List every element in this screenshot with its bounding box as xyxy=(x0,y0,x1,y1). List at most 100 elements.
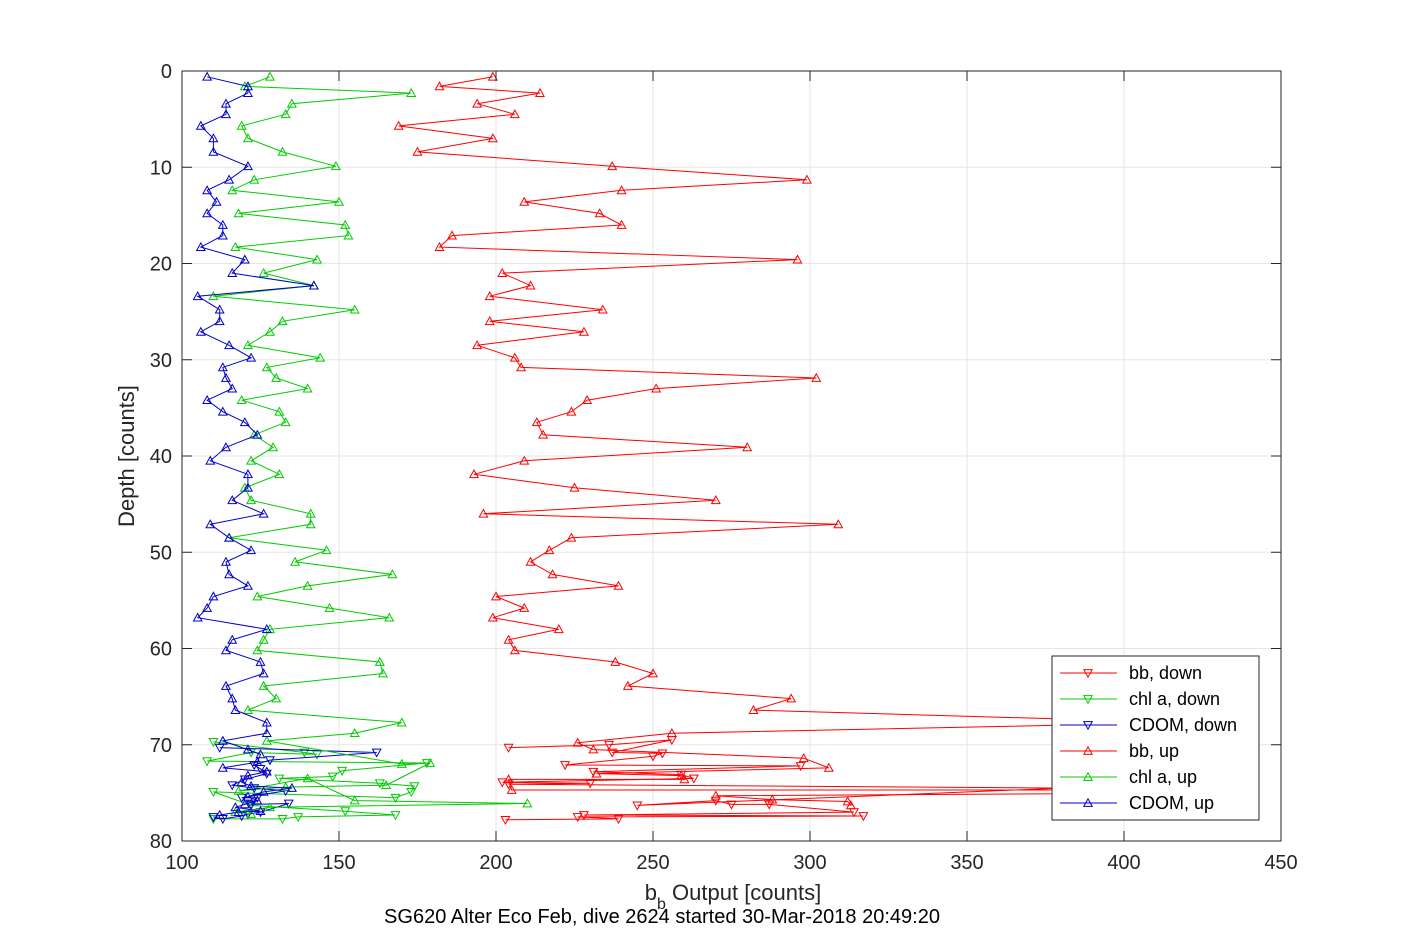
data-point-cdom-up xyxy=(208,591,219,601)
data-point-chl-a-up xyxy=(236,120,247,130)
data-point-bb-up xyxy=(434,81,445,91)
data-point-chl-a-up xyxy=(374,656,385,666)
data-point-bb-up xyxy=(544,545,555,555)
data-point-cdom-down xyxy=(283,799,294,809)
data-point-cdom-up xyxy=(217,406,228,416)
data-point-bb-up xyxy=(607,161,618,171)
data-point-bb-down xyxy=(500,815,511,826)
data-point-chl-a-up xyxy=(315,352,326,362)
data-point-chl-a-up xyxy=(522,798,533,808)
data-point-cdom-up xyxy=(258,668,269,678)
data-point-cdom-up xyxy=(217,735,228,745)
data-point-chl-a-up xyxy=(271,693,282,703)
data-point-bb-up xyxy=(833,519,844,529)
data-point-bb-up xyxy=(538,429,549,439)
data-point-cdom-up xyxy=(202,185,213,195)
data-point-cdom-up xyxy=(242,482,253,492)
data-point-bb-up xyxy=(478,508,489,518)
data-point-bb-up xyxy=(651,383,662,393)
data-point-cdom-up xyxy=(255,805,266,816)
data-point-chl-a-up xyxy=(242,133,253,143)
data-point-chl-a-up xyxy=(274,406,285,416)
data-point-bb-down xyxy=(710,796,721,806)
data-point-cdom-up xyxy=(242,87,253,97)
data-point-cdom-up xyxy=(239,254,250,264)
series-bb-down xyxy=(497,736,1067,826)
data-point-chl-a-up xyxy=(377,668,389,678)
data-point-cdom-up xyxy=(261,624,272,634)
data-point-chl-a-up xyxy=(349,304,360,314)
data-point-cdom-up xyxy=(224,532,235,542)
data-point-bb-up xyxy=(613,580,624,590)
data-point-bb-down xyxy=(560,761,571,771)
data-point-bb-up xyxy=(566,532,577,542)
data-point-bb-up xyxy=(525,556,536,566)
data-point-bb-up xyxy=(597,304,608,314)
data-point-cdom-up xyxy=(195,326,206,336)
data-point-bb-up xyxy=(534,87,546,97)
data-point-bb-up xyxy=(710,495,721,505)
x-tick-label: 300 xyxy=(793,852,826,874)
data-point-chl-a-up xyxy=(384,612,395,622)
data-point-bb-up xyxy=(490,591,502,601)
data-point-chl-a-down xyxy=(293,813,304,823)
data-point-chl-a-up xyxy=(261,735,272,745)
data-point-cdom-up xyxy=(242,770,253,780)
data-point-cdom-up xyxy=(242,580,253,590)
data-point-chl-a-up xyxy=(274,469,285,479)
data-point-bb-up xyxy=(569,482,580,492)
data-point-cdom-up xyxy=(220,109,232,119)
data-point-bb-up xyxy=(622,680,633,690)
data-point-chl-a-up xyxy=(233,785,244,795)
data-point-bb-down xyxy=(603,740,615,750)
data-point-bb-up xyxy=(509,109,520,119)
data-point-bb-up xyxy=(547,569,558,579)
legend-marker-cdom-up xyxy=(1082,797,1094,807)
data-point-chl-a-up xyxy=(396,758,407,768)
x-tick-label: 150 xyxy=(322,852,355,874)
data-point-cdom-up xyxy=(227,693,238,703)
data-point-chl-a-up xyxy=(249,174,260,184)
data-point-bb-up xyxy=(679,774,690,784)
data-point-cdom-up xyxy=(227,383,238,393)
data-point-bb-down xyxy=(657,749,668,759)
data-point-chl-a-up xyxy=(264,802,275,812)
data-point-cdom-up xyxy=(230,704,241,714)
data-point-cdom-up xyxy=(202,602,213,612)
data-point-chl-a-up xyxy=(261,362,272,372)
data-point-cdom-down xyxy=(261,769,272,779)
y-tick-label: 20 xyxy=(150,254,172,276)
data-point-chl-a-up xyxy=(425,757,436,767)
x-axis-label-subscript: b xyxy=(657,896,666,913)
data-point-bb-down xyxy=(795,762,806,772)
data-point-cdom-down xyxy=(371,748,382,758)
legend-label-cdom-down: CDOM, down xyxy=(1129,715,1237,735)
data-point-bb-up xyxy=(503,634,514,644)
data-point-bb-up xyxy=(516,362,527,372)
data-point-cdom-up xyxy=(220,680,232,690)
data-point-chl-a-up xyxy=(280,109,291,119)
data-point-cdom-up xyxy=(220,556,232,566)
data-point-cdom-up xyxy=(227,267,238,277)
data-point-chl-a-up xyxy=(311,254,323,264)
y-tick-label: 0 xyxy=(161,61,172,83)
data-point-bb-up xyxy=(767,794,778,804)
legend-marker-bb-down xyxy=(1082,669,1094,679)
data-point-bb-down xyxy=(647,752,659,762)
data-point-bb-up xyxy=(710,790,721,800)
data-point-bb-up xyxy=(519,602,530,612)
x-axis-label: bb Output [counts] xyxy=(645,880,821,913)
y-axis-label: Depth [counts] xyxy=(114,385,139,527)
data-point-chl-a-up xyxy=(396,717,407,727)
data-point-bb-up xyxy=(446,230,458,240)
data-point-cdom-up xyxy=(224,569,235,579)
data-point-chl-a-down xyxy=(208,788,219,798)
data-point-chl-a-up xyxy=(258,680,269,690)
data-point-chl-a-up xyxy=(381,779,392,790)
data-point-chl-a-up xyxy=(258,634,269,644)
data-point-bb-down xyxy=(572,813,583,823)
data-point-bb-up xyxy=(468,469,480,479)
data-point-bb-up xyxy=(616,219,627,229)
data-point-cdom-up xyxy=(227,495,238,505)
data-point-bb-up xyxy=(566,406,577,416)
